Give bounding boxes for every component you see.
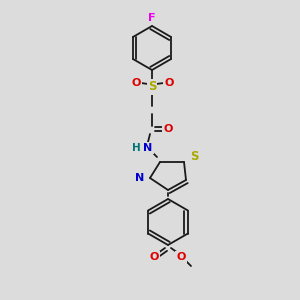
- Text: S: S: [190, 151, 198, 164]
- Text: N: N: [135, 173, 145, 183]
- Text: S: S: [148, 80, 156, 94]
- Text: O: O: [176, 252, 186, 262]
- Text: O: O: [163, 124, 173, 134]
- Text: N: N: [143, 143, 153, 153]
- Text: O: O: [164, 78, 174, 88]
- Text: O: O: [131, 78, 141, 88]
- Text: H: H: [132, 143, 140, 153]
- Text: F: F: [148, 13, 156, 23]
- Text: O: O: [149, 252, 159, 262]
